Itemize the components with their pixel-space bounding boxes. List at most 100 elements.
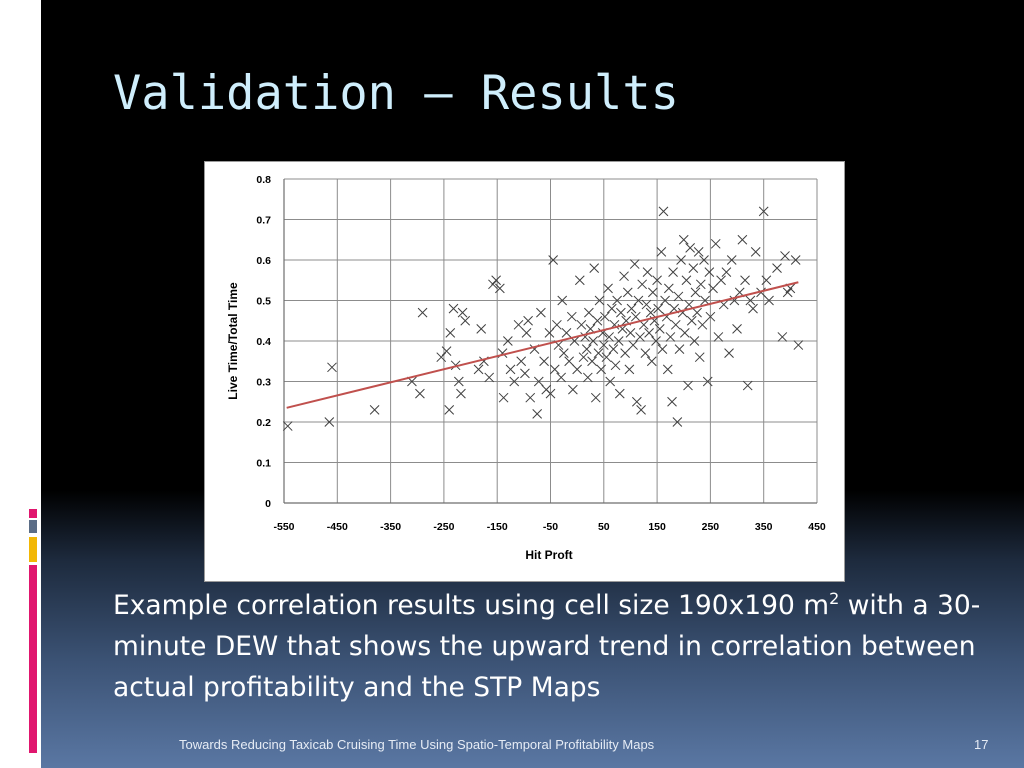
data-point bbox=[688, 263, 699, 273]
data-point bbox=[610, 360, 621, 371]
data-point bbox=[748, 303, 758, 314]
data-point bbox=[574, 275, 585, 286]
data-point bbox=[572, 364, 583, 375]
data-point bbox=[592, 315, 603, 326]
x-tick-label: 150 bbox=[648, 521, 666, 533]
data-point bbox=[742, 380, 753, 391]
data-point bbox=[697, 319, 708, 330]
data-point bbox=[536, 307, 546, 318]
scatter-chart-svg: 0 0.1 0.2 0.3 0.4 0.5 0.6 0.7 0.8 -550 -450 -350 -25… bbox=[226, 174, 826, 562]
data-point bbox=[777, 332, 788, 342]
data-point bbox=[417, 307, 428, 318]
data-point bbox=[605, 376, 616, 387]
data-point bbox=[539, 356, 549, 367]
x-tick-label: -450 bbox=[327, 521, 348, 533]
data-point bbox=[676, 255, 686, 265]
data-point bbox=[557, 295, 568, 306]
slide-title: Validation – Results bbox=[113, 66, 679, 121]
data-point bbox=[498, 392, 509, 403]
data-point bbox=[667, 396, 677, 407]
data-point bbox=[566, 311, 577, 322]
data-point bbox=[674, 344, 685, 354]
data-point bbox=[622, 287, 633, 298]
accent-bar-yellow bbox=[29, 537, 37, 562]
x-tick-label: 450 bbox=[808, 521, 826, 533]
data-point bbox=[699, 255, 709, 265]
x-tick-label: -550 bbox=[273, 521, 294, 533]
data-point bbox=[596, 364, 606, 375]
data-point bbox=[702, 376, 713, 387]
data-point bbox=[653, 303, 664, 314]
data-point bbox=[657, 344, 668, 354]
data-point bbox=[726, 255, 737, 265]
data-point bbox=[548, 255, 559, 265]
data-point bbox=[695, 279, 706, 290]
accent-bar-pink-top bbox=[29, 509, 37, 518]
data-point bbox=[673, 291, 684, 302]
data-point bbox=[624, 364, 635, 375]
data-point bbox=[694, 352, 705, 363]
data-point bbox=[552, 319, 562, 330]
y-tick-label: 0 bbox=[265, 498, 271, 510]
data-point bbox=[453, 376, 464, 387]
data-point bbox=[647, 287, 658, 298]
data-point bbox=[629, 259, 640, 269]
y-tick-label: 0.8 bbox=[256, 174, 271, 186]
data-point bbox=[764, 295, 774, 306]
data-point bbox=[685, 242, 695, 253]
x-tick-label: 50 bbox=[598, 521, 610, 533]
data-point bbox=[444, 404, 455, 415]
data-point bbox=[604, 332, 614, 342]
data-point bbox=[544, 328, 555, 338]
data-point bbox=[656, 247, 667, 257]
data-point bbox=[710, 238, 721, 249]
trendline bbox=[286, 281, 799, 409]
data-point bbox=[578, 352, 589, 363]
data-point bbox=[561, 328, 572, 338]
data-point bbox=[594, 295, 605, 306]
data-point bbox=[637, 279, 648, 290]
data-point bbox=[509, 376, 520, 387]
data-point bbox=[523, 315, 533, 326]
data-point bbox=[705, 311, 716, 322]
data-point bbox=[758, 206, 769, 217]
x-tick-label: 350 bbox=[755, 521, 773, 533]
data-point bbox=[456, 388, 466, 399]
data-point bbox=[545, 388, 556, 399]
data-point bbox=[631, 396, 642, 407]
scatter-chart: 0 0.1 0.2 0.3 0.4 0.5 0.6 0.7 0.8 -550 -450 -350 -25… bbox=[204, 161, 845, 582]
data-point bbox=[445, 328, 456, 338]
data-point bbox=[327, 362, 337, 373]
data-point bbox=[672, 417, 683, 427]
x-tick-label: -150 bbox=[487, 521, 508, 533]
data-point bbox=[619, 271, 629, 282]
data-point bbox=[568, 384, 578, 395]
data-point bbox=[324, 417, 335, 427]
data-point bbox=[640, 348, 651, 359]
data-point bbox=[532, 409, 543, 419]
y-tick-label: 0.1 bbox=[256, 458, 271, 470]
data-point bbox=[790, 255, 801, 265]
data-point bbox=[450, 360, 461, 371]
data-point bbox=[598, 340, 609, 350]
data-point bbox=[737, 234, 748, 245]
data-point bbox=[692, 307, 702, 318]
y-tick-label: 0.5 bbox=[256, 296, 271, 308]
data-point bbox=[576, 319, 587, 330]
x-axis-label: Hit Proft bbox=[525, 548, 572, 562]
data-point bbox=[651, 336, 661, 346]
data-point bbox=[708, 283, 718, 294]
data-point bbox=[460, 315, 471, 326]
data-point bbox=[606, 303, 617, 314]
data-point bbox=[436, 352, 447, 363]
data-point bbox=[457, 307, 468, 318]
data-point bbox=[620, 348, 630, 359]
data-point bbox=[625, 328, 636, 338]
data-point bbox=[686, 315, 697, 326]
y-tick-label: 0.3 bbox=[256, 377, 271, 389]
data-point bbox=[516, 356, 527, 367]
data-point bbox=[732, 323, 742, 334]
data-point bbox=[654, 323, 665, 334]
data-point bbox=[448, 303, 459, 314]
data-point bbox=[590, 392, 601, 403]
